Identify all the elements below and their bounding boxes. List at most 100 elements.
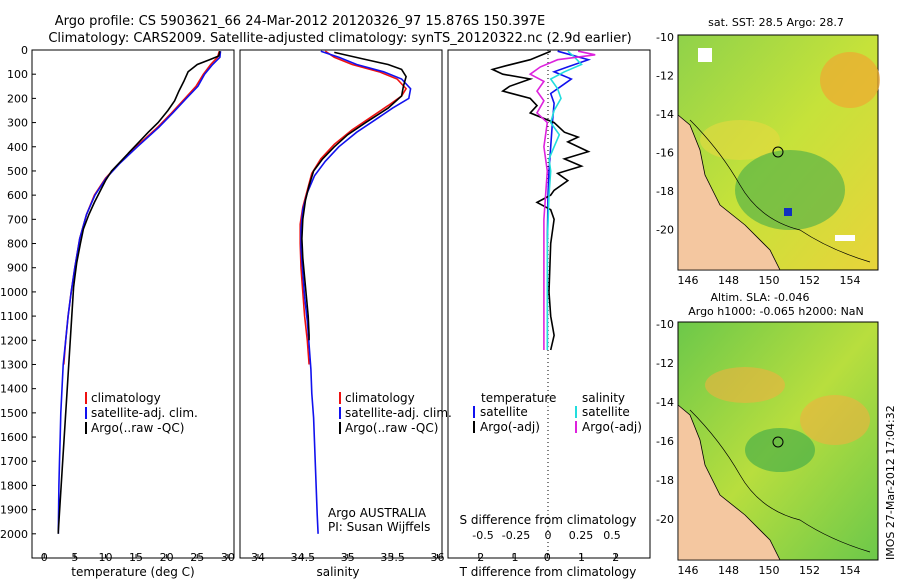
lat-label: -12 — [656, 357, 674, 370]
sst-lon-labels: 146 148 150 152 154 — [678, 274, 861, 287]
depth-tick-label: 1900 — [0, 504, 28, 517]
temperature-frame — [31, 49, 235, 559]
s-tick-label: -0.5 — [472, 529, 493, 542]
sst-cloud-mask — [698, 48, 712, 62]
series-line-satellite-adj-clim- — [57, 51, 222, 534]
salinity-legend: climatology satellite-adj. clim. Argo(..… — [339, 391, 452, 435]
s-diff-label: S difference from climatology — [460, 513, 637, 527]
depth-tick-label: 1200 — [0, 334, 28, 347]
sst-lat-labels: -10 -12 -14 -16 -18 -20 — [656, 31, 674, 237]
lat-label: -18 — [656, 474, 674, 487]
series-line-s-argo-adj- — [528, 50, 596, 350]
lat-label: -20 — [656, 224, 674, 237]
lat-label: -14 — [656, 396, 674, 409]
depth-tick-label: 800 — [7, 238, 28, 251]
lat-label: -10 — [656, 318, 674, 331]
title-line-1: Argo profile: CS 5903621_66 24-Mar-2012 … — [55, 14, 545, 29]
difference-frame — [447, 49, 651, 559]
temperature-lines — [57, 50, 222, 534]
depth-tick-label: 600 — [7, 189, 28, 202]
x-tick-label: 34 — [251, 551, 265, 564]
lon-label: 150 — [759, 274, 780, 287]
salinity-panel: 34 34.5 35 35.5 36 salinity climatology sate… — [239, 49, 452, 579]
x-tick-label: -2 — [473, 551, 484, 564]
series-line-t-satellite — [546, 50, 592, 348]
salinity-xlabel: salinity — [316, 565, 359, 579]
sla-high-patch — [800, 395, 870, 445]
lon-label: 150 — [759, 564, 780, 577]
depth-tick-label: 1600 — [0, 431, 28, 444]
depth-tick-label: 2000 — [0, 528, 28, 541]
sla-lon-labels: 146 148 150 152 154 — [678, 564, 861, 577]
legend-sat: satellite-adj. clim. — [345, 406, 452, 420]
sst-anomaly-pixel — [784, 208, 792, 216]
argo-program-note: Argo AUSTRALIA — [328, 506, 427, 520]
difference-xticks: -2 -1 0 1 2 — [473, 551, 619, 564]
argo-float-marker — [772, 436, 784, 448]
sst-cool-patch — [735, 150, 845, 230]
depth-tick-label: 100 — [7, 68, 28, 81]
lon-label: 146 — [678, 564, 699, 577]
sla-lat-labels: -10 -12 -14 -16 -18 -20 — [656, 318, 674, 526]
x-tick-label: 0 — [544, 551, 551, 564]
sla-high-patch — [705, 367, 785, 403]
lat-label: -14 — [656, 108, 674, 121]
x-tick-label: 36 — [431, 551, 445, 564]
series-line-argo-raw-qc- — [301, 51, 407, 341]
series-line-s-satellite — [546, 50, 583, 350]
legend-t-argo: Argo(-adj) — [480, 420, 540, 434]
s-tick-label: -0.25 — [502, 529, 530, 542]
series-line-t-argo-adj- — [490, 50, 591, 351]
sla-map: Altim. SLA: -0.046 Argo h1000: -0.065 h2… — [656, 291, 879, 577]
depth-tick-label: 1500 — [0, 407, 28, 420]
depth-tick-label: 500 — [7, 165, 28, 178]
temperature-xlabel: temperature (deg C) — [71, 565, 194, 579]
s-tick-label: 0.25 — [569, 529, 594, 542]
t-diff-label: T difference from climatology — [459, 565, 637, 579]
temperature-panel: 0 5 10 15 20 25 30 temperature (deg C) climato… — [31, 49, 235, 579]
legend-argo: Argo(..raw -QC) — [345, 421, 438, 435]
lat-label: -18 — [656, 185, 674, 198]
lat-label: -20 — [656, 513, 674, 526]
title-line-2: Climatology: CARS2009. Satellite-adjuste… — [48, 31, 631, 46]
sst-reef-contour — [689, 119, 871, 263]
x-tick-label: -1 — [508, 551, 519, 564]
x-tick-label: 25 — [190, 551, 204, 564]
lat-label: -16 — [656, 435, 674, 448]
argo-float-marker — [772, 146, 784, 158]
depth-tick-label: 700 — [7, 213, 28, 226]
depth-tick-label: 1400 — [0, 383, 28, 396]
imos-credit: IMOS 27-Mar-2012 17:04:32 — [884, 405, 897, 560]
lon-label: 148 — [718, 274, 739, 287]
sst-cloud-mask — [835, 235, 855, 241]
legend-header-salinity: salinity — [582, 391, 625, 405]
depth-tick-label: 300 — [7, 117, 28, 130]
lat-label: -16 — [656, 147, 674, 160]
sst-map-title: sat. SST: 28.5 Argo: 28.7 — [708, 16, 844, 29]
sla-map-title-1: Altim. SLA: -0.046 — [710, 291, 809, 304]
s-tick-label: 0 — [545, 529, 552, 542]
difference-legend: temperature salinity satellite Argo(-adj… — [473, 391, 642, 434]
legend-header-temperature: temperature — [481, 391, 556, 405]
legend-s-sat: satellite — [582, 405, 630, 419]
depth-tick-label: 1300 — [0, 358, 28, 371]
difference-panel: -2 -1 0 1 2 -0.5 -0.25 0 0.25 0.5 S differen… — [447, 49, 651, 579]
sla-reef-contour — [689, 409, 871, 553]
sla-low-patch — [745, 428, 815, 472]
sst-land — [677, 114, 781, 271]
series-line-argo-raw-qc- — [57, 51, 221, 534]
depth-tick-label: 1800 — [0, 479, 28, 492]
depth-axis: 0 100 200 300 400 500 600 700 800 900 1000 1100 1200… — [0, 44, 36, 541]
lon-label: 146 — [678, 274, 699, 287]
legend-argo: Argo(..raw -QC) — [91, 421, 184, 435]
lon-label: 148 — [718, 564, 739, 577]
series-line-climatology — [299, 50, 408, 365]
depth-tick-label: 400 — [7, 141, 28, 154]
legend-sat: satellite-adj. clim. — [91, 406, 198, 420]
temperature-xticks: 0 5 10 15 20 25 30 — [41, 551, 235, 564]
legend-clim: climatology — [345, 391, 415, 405]
sst-map: sat. SST: 28.5 Argo: 28.7 -10-12-14-16-1… — [656, 16, 880, 287]
legend-s-argo: Argo(-adj) — [582, 420, 642, 434]
sst-warm-patch — [700, 120, 780, 160]
